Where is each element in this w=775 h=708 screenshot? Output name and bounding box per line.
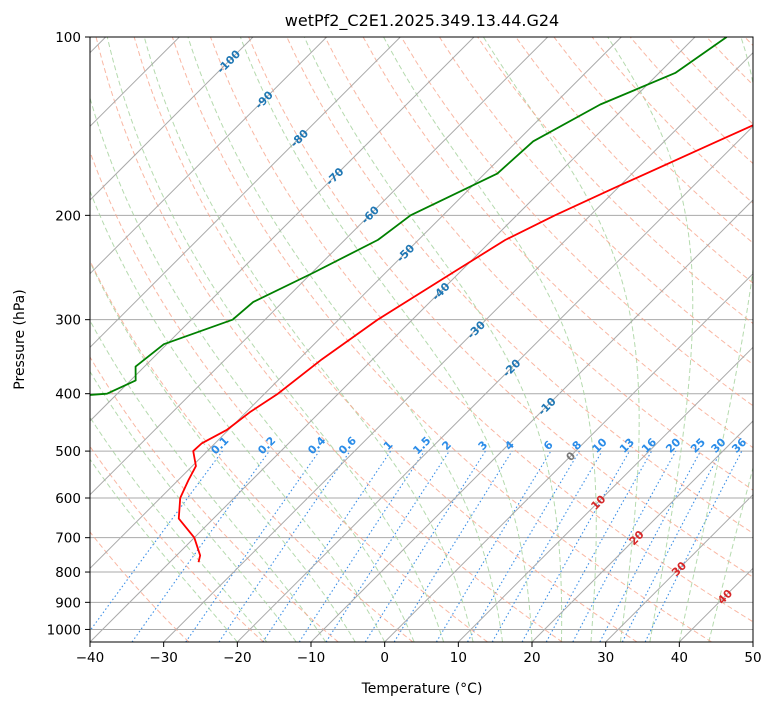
dry-adiabat-line <box>439 37 753 366</box>
x-tick-label: −10 <box>297 650 326 666</box>
moist-adiabat-line <box>106 37 445 642</box>
mixing-ratio-line <box>185 450 320 642</box>
dry-adiabat-line <box>324 37 753 491</box>
x-tick-label: 30 <box>597 650 614 666</box>
y-axis-ticks: 100 200 300 400 500 600 700 800 900 1000 <box>47 30 90 638</box>
x-tick-label: 40 <box>671 650 688 666</box>
chart-title: wetPf2_C2E1.2025.349.13.44.G24 <box>285 11 559 31</box>
y-tick-label: 100 <box>55 30 81 46</box>
mixing-ratio-line <box>545 450 653 642</box>
mixing-ratio-lines <box>90 450 743 642</box>
moist-adiabat-lines <box>90 37 753 642</box>
dry-adiabat-line <box>210 37 753 623</box>
mixing-ratio-line <box>262 450 392 642</box>
plot-area: 0.1 0.2 0.4 0.6 1 1.5 2 3 4 6 8 10 13 16 20 25 30 36-100-… <box>90 37 753 642</box>
moist-adiabat-line <box>187 37 504 642</box>
series-line-1 <box>90 37 728 396</box>
y-tick-label: 300 <box>55 313 81 329</box>
y-tick-label: 600 <box>55 491 81 507</box>
isotherm-line <box>605 493 753 642</box>
x-tick-label: 20 <box>523 650 540 666</box>
moist-adiabat-line <box>607 37 694 642</box>
isobar-gridlines <box>90 37 753 630</box>
dry-adiabat-line <box>400 37 753 407</box>
isotherm-line <box>90 37 401 349</box>
x-axis-ticks: −40 −30 −20 −10 0 10 20 30 40 50 <box>76 642 762 666</box>
dry-adiabat-line <box>90 356 339 642</box>
isotherm-gridlines <box>90 37 753 642</box>
isotherm-line <box>90 37 328 275</box>
x-tick-label: 0 <box>380 650 389 666</box>
y-axis-label: Pressure (hPa) <box>12 289 28 389</box>
isotherm-line <box>90 37 475 422</box>
mixing-ratio-line <box>644 450 743 642</box>
isotherm-line <box>531 420 753 642</box>
mixing-ratio-line <box>218 450 351 642</box>
mixing-ratio-line <box>131 450 270 642</box>
dry-adiabat-line <box>90 150 488 642</box>
mixing-ratio-line <box>521 450 630 642</box>
moist-adiabat-line <box>383 37 597 642</box>
y-tick-label: 1000 <box>47 622 81 638</box>
y-tick-label: 900 <box>55 595 81 611</box>
isotherm-line <box>163 51 753 642</box>
plot-frame <box>89 36 754 643</box>
moist-adiabat-line <box>482 37 640 642</box>
dry-adiabat-line <box>248 37 753 578</box>
y-tick-label: 500 <box>55 444 81 460</box>
dry-adiabat-line <box>133 37 638 642</box>
mixing-ratio-line <box>572 450 677 642</box>
isotherm-line <box>90 37 549 496</box>
dry-adiabat-lines <box>90 37 753 642</box>
dry-adiabat-line <box>171 37 712 642</box>
moist-adiabat-line <box>90 319 327 642</box>
dry-adiabat-line <box>515 37 753 284</box>
mixing-ratio-line <box>325 450 450 642</box>
dry-adiabat-line <box>90 531 190 642</box>
y-tick-label: 400 <box>55 387 81 403</box>
isotherm-line <box>90 37 254 201</box>
y-tick-label: 200 <box>55 208 81 224</box>
x-tick-label: −20 <box>223 650 252 666</box>
x-tick-label: 10 <box>450 650 467 666</box>
x-tick-label: 50 <box>744 650 761 666</box>
moist-adiabat-line <box>303 37 563 642</box>
moist-adiabat-line <box>90 416 268 642</box>
dry-adiabat-line <box>95 37 563 642</box>
isotherm-line <box>90 37 622 570</box>
series-line-0 <box>177 124 753 563</box>
isotherm-line <box>236 125 753 642</box>
moist-adiabat-line <box>90 458 238 642</box>
isotherm-line <box>90 37 696 642</box>
isotherm-line <box>310 199 753 642</box>
x-axis-label: Temperature (°C) <box>361 681 483 697</box>
mixing-ratio-line <box>393 450 513 642</box>
isotherm-line <box>384 272 753 642</box>
isotherm-line <box>457 346 753 642</box>
y-tick-label: 700 <box>55 531 81 547</box>
y-tick-label: 800 <box>55 565 81 581</box>
x-tick-label: −30 <box>149 650 178 666</box>
mixing-ratio-line <box>90 450 223 632</box>
sounding-series <box>90 37 753 563</box>
moist-adiabat-line <box>708 466 753 642</box>
x-tick-label: −40 <box>76 650 105 666</box>
moist-adiabat-line <box>90 260 356 642</box>
mixing-ratio-line <box>298 450 425 642</box>
dry-adiabat-line <box>90 445 264 642</box>
moist-adiabat-line <box>143 37 474 642</box>
moist-adiabat-line <box>239 37 533 642</box>
